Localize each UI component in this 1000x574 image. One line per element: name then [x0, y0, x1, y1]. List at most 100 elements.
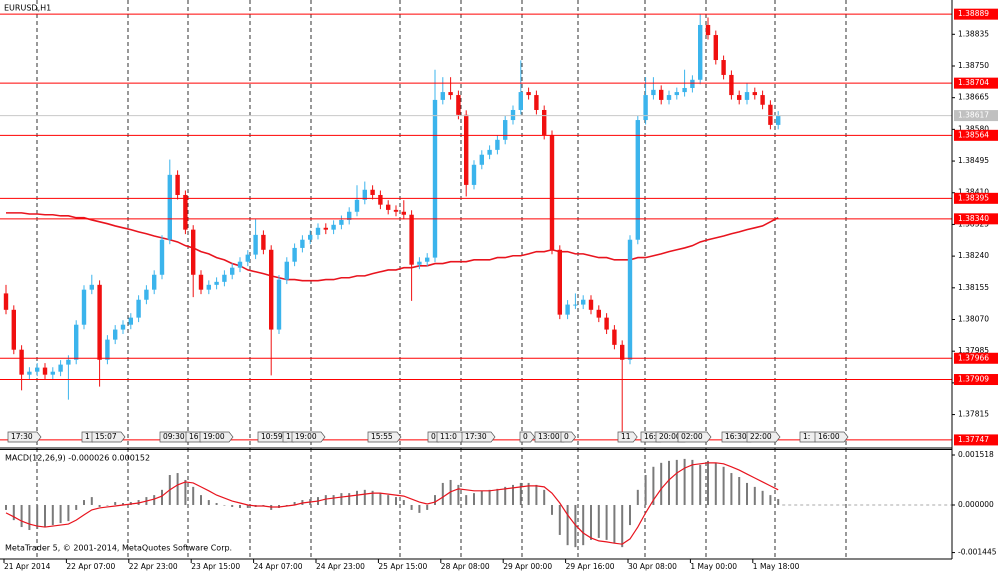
candle-body — [50, 371, 55, 375]
y-tick-label: 1.38750 — [958, 61, 989, 70]
candle-body — [3, 293, 9, 310]
histogram-bar — [613, 504, 616, 544]
signal-line — [5, 462, 779, 545]
candle-body — [448, 92, 453, 96]
histogram-bar — [722, 466, 725, 505]
level-tag — [954, 77, 998, 89]
event-label: 02:00 — [681, 432, 703, 441]
histogram-bar — [691, 459, 694, 505]
event-label: 1: — [803, 432, 810, 441]
event-label: 17:30 — [11, 432, 33, 441]
histogram-bar — [590, 504, 592, 540]
x-tick-label: 21 Apr 2014 — [4, 562, 51, 571]
candle-body — [651, 89, 656, 96]
histogram-bar — [668, 460, 670, 505]
histogram-bar — [215, 503, 218, 505]
candle-body — [698, 24, 703, 80]
histogram-bar — [512, 484, 514, 505]
histogram-bar — [473, 493, 475, 505]
candle-body — [471, 164, 477, 185]
y-tick-label: -0.001445 — [958, 548, 997, 557]
level-tag — [954, 213, 998, 225]
candle-body — [175, 174, 180, 195]
candle-body — [354, 199, 360, 212]
event-tag — [291, 431, 326, 443]
event-label: 15:55 — [371, 432, 393, 441]
histogram-bar — [5, 504, 7, 510]
histogram-bar — [293, 502, 296, 505]
candle-body — [308, 234, 313, 240]
histogram-bar — [36, 504, 39, 530]
level-label: 1.38340 — [958, 214, 989, 223]
plot-layer: 1.38835 1.38750 1.38665 1.38580 1.38495 1.384… — [0, 8, 998, 571]
event-label: 0 — [564, 432, 569, 441]
y-tick-label: 1.38665 — [958, 93, 989, 102]
candle-body — [237, 261, 243, 268]
histogram-bar — [106, 504, 109, 506]
candle-body — [331, 224, 336, 230]
histogram-bar — [769, 495, 772, 505]
y-tick-label: 1.37985 — [958, 346, 989, 355]
candle-body — [386, 204, 391, 210]
candle-body — [253, 234, 258, 255]
candle-body — [245, 254, 250, 262]
histogram-bar — [324, 495, 327, 505]
histogram-bar — [51, 504, 54, 526]
histogram-bar — [200, 495, 202, 505]
candle-body — [35, 367, 40, 372]
event-tag — [7, 431, 42, 443]
histogram-bar — [395, 497, 397, 505]
histogram-bar — [683, 458, 686, 505]
event-label: 1 — [85, 432, 90, 441]
event-tag — [91, 431, 126, 443]
event-tag — [617, 431, 638, 443]
histogram-bar — [348, 493, 351, 505]
histogram-bar — [371, 490, 374, 505]
histogram-bar — [519, 482, 522, 505]
histogram-bar — [574, 504, 577, 548]
y-tick-label: 1.38835 — [958, 29, 989, 38]
histogram-bar — [410, 504, 413, 510]
histogram-bar — [426, 504, 429, 510]
histogram-bar — [231, 504, 234, 507]
candle-body — [542, 109, 547, 135]
x-tick-label: 23 Apr 15:00 — [191, 562, 240, 571]
level-tag — [954, 434, 998, 446]
histogram-bar — [387, 495, 390, 505]
candle-body — [425, 257, 430, 262]
event-label: 19:00 — [295, 432, 317, 441]
histogram-bar — [543, 489, 546, 505]
event-label: 17:30 — [465, 432, 487, 441]
histogram-bar — [597, 504, 600, 538]
candle-body — [401, 211, 406, 215]
candle-body — [705, 24, 711, 36]
x-tick-label: 30 Apr 08:00 — [628, 562, 677, 571]
level-tag — [954, 374, 998, 386]
candle-body — [292, 247, 297, 262]
event-label: 09:30 — [163, 432, 185, 441]
candle-body — [659, 89, 664, 100]
x-tick-label: 1 May 18:00 — [753, 562, 800, 571]
candle-body — [11, 309, 16, 350]
candle-body — [503, 120, 508, 140]
event-tag — [746, 431, 781, 443]
histogram-bar — [582, 504, 585, 546]
candle-body — [456, 95, 461, 115]
candle-body — [159, 239, 165, 275]
histogram-bar — [535, 484, 538, 505]
event-label: 20:00 — [659, 432, 681, 441]
candle-body — [682, 87, 687, 93]
x-tick-label: 24 Apr 23:00 — [316, 562, 365, 571]
chart-title: EURUSD,H1 — [4, 4, 51, 13]
histogram-bar — [340, 493, 343, 505]
candle-body — [768, 104, 773, 125]
candle-body — [643, 95, 648, 121]
candle-body — [347, 211, 352, 220]
candle-body — [370, 189, 375, 195]
x-tick-label: 22 Apr 07:00 — [66, 562, 115, 571]
histogram-bar — [551, 504, 553, 515]
candle-body — [744, 92, 750, 100]
